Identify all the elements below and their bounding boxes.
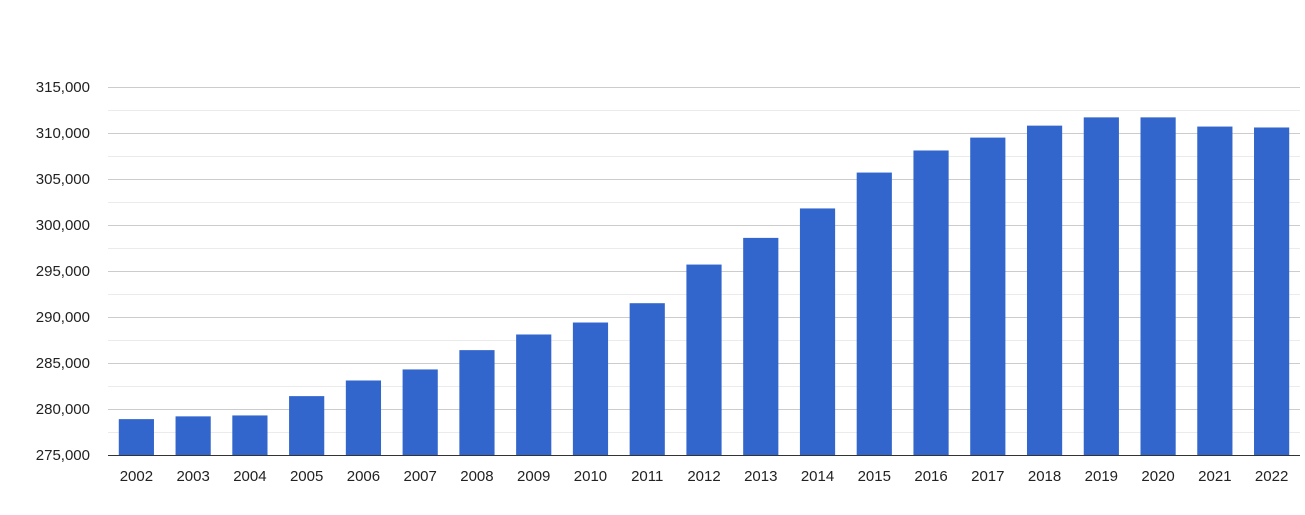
x-tick-label: 2013 <box>744 468 777 485</box>
bar-2017 <box>970 137 1006 455</box>
y-tick-label: 275,000 <box>36 447 90 464</box>
x-tick-label: 2017 <box>971 468 1004 485</box>
bar-2015 <box>856 172 892 455</box>
bar-2011 <box>629 303 665 455</box>
x-tick-label: 2022 <box>1255 468 1288 485</box>
bar-2021 <box>1197 126 1233 455</box>
x-tick-label: 2012 <box>687 468 720 485</box>
bar-2013 <box>743 237 779 455</box>
bar-2019 <box>1083 117 1119 456</box>
x-tick-label: 2008 <box>460 468 493 485</box>
y-axis-tick-labels: 275,000 280,000 285,000 290,000 295,000 300,0… <box>36 79 90 464</box>
y-tick-label: 300,000 <box>36 217 90 234</box>
x-tick-label: 2004 <box>233 468 266 485</box>
bar-2005 <box>289 396 325 455</box>
bar-2002 <box>118 419 154 455</box>
bar-2022 <box>1254 127 1290 455</box>
x-tick-label: 2002 <box>120 468 153 485</box>
y-tick-label: 290,000 <box>36 309 90 326</box>
y-tick-label: 280,000 <box>36 401 90 418</box>
x-tick-label: 2015 <box>858 468 891 485</box>
x-tick-label: 2011 <box>631 468 663 485</box>
y-tick-label: 285,000 <box>36 355 90 372</box>
bar-2014 <box>799 208 836 455</box>
bar-2008 <box>459 350 495 455</box>
bar-2018 <box>1026 125 1063 455</box>
bar-2003 <box>175 416 211 455</box>
bar-2012 <box>686 264 722 455</box>
bars <box>118 117 1290 456</box>
y-tick-label: 315,000 <box>36 79 90 96</box>
y-tick-label: 305,000 <box>36 171 90 188</box>
bar-2006 <box>345 380 382 455</box>
x-tick-label: 2006 <box>347 468 380 485</box>
x-axis-tick-labels: 2002 2003 2004 2005 2006 2007 2008 2009 2010 2011… <box>120 468 1289 485</box>
x-tick-label: 2005 <box>290 468 323 485</box>
bar-2004 <box>232 415 268 455</box>
y-tick-label: 310,000 <box>36 125 90 142</box>
bar-2009 <box>516 334 552 455</box>
x-tick-label: 2007 <box>404 468 437 485</box>
x-tick-label: 2018 <box>1028 468 1061 485</box>
bar-2020 <box>1140 117 1176 456</box>
x-tick-label: 2010 <box>574 468 607 485</box>
x-tick-label: 2021 <box>1198 468 1231 485</box>
x-tick-label: 2003 <box>176 468 209 485</box>
bar-2007 <box>402 369 438 455</box>
bar-2016 <box>913 150 949 456</box>
y-tick-label: 295,000 <box>36 263 90 280</box>
x-tick-label: 2020 <box>1141 468 1174 485</box>
x-tick-label: 2009 <box>517 468 550 485</box>
x-tick-label: 2014 <box>801 468 834 485</box>
x-tick-label: 2019 <box>1085 468 1118 485</box>
bar-2010 <box>572 322 609 455</box>
x-tick-label: 2016 <box>914 468 947 485</box>
